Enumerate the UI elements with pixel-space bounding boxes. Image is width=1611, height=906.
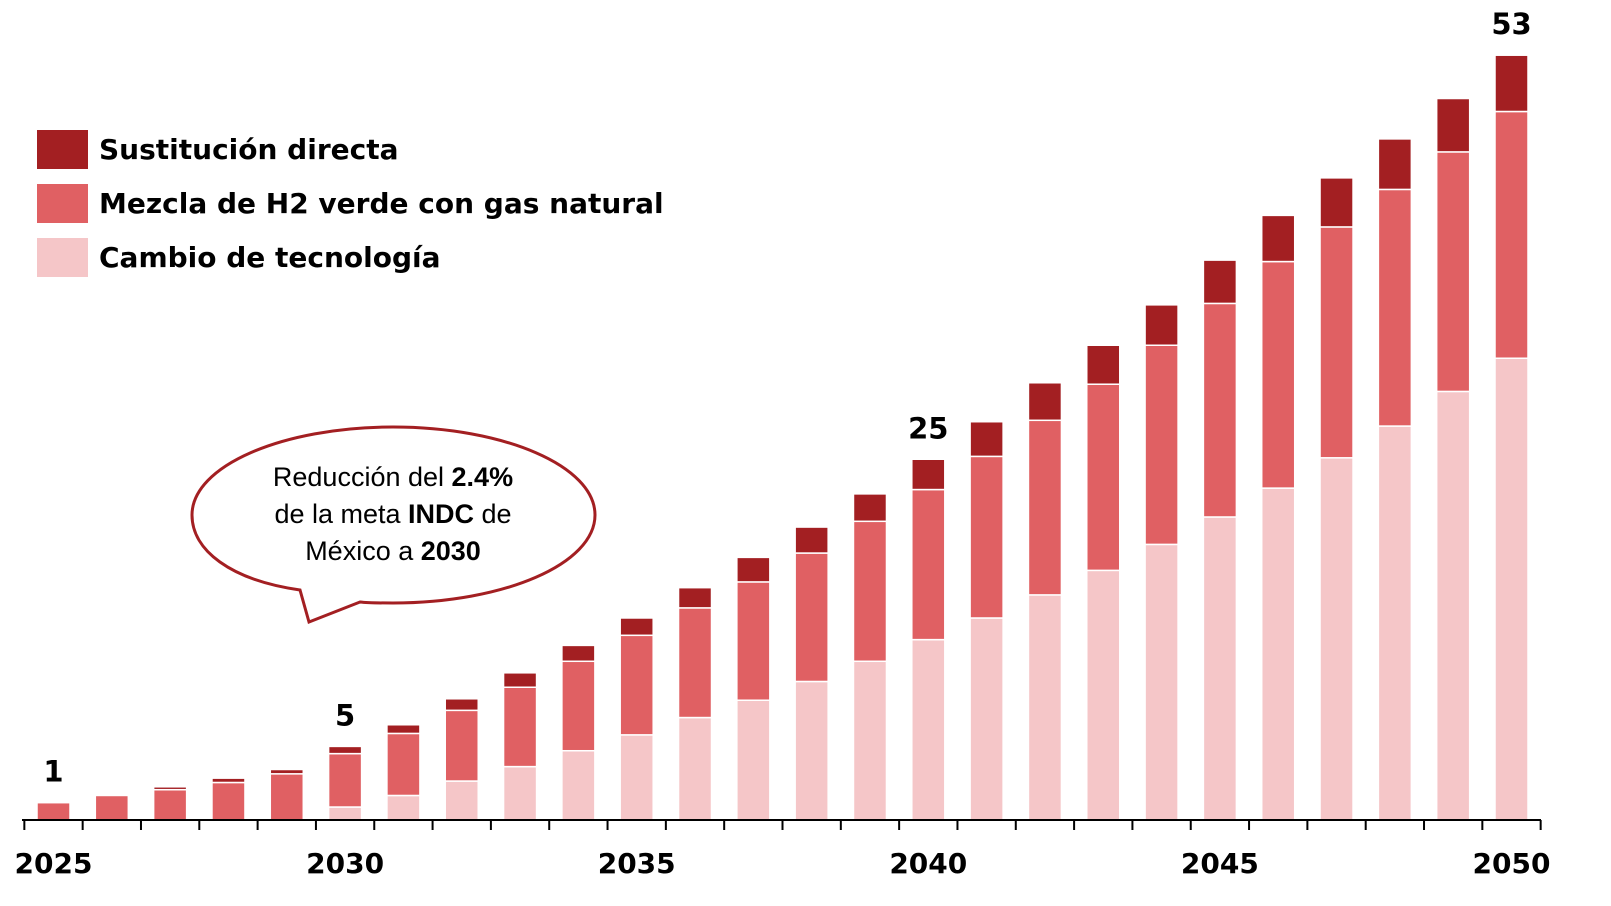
bar-segment xyxy=(152,786,188,791)
bar-segment xyxy=(502,686,538,768)
bar-segment xyxy=(1202,302,1238,518)
bar-segment xyxy=(911,638,946,821)
bar-segment xyxy=(1027,382,1063,422)
callout-part: México a xyxy=(305,536,421,566)
bar-segment xyxy=(561,644,596,663)
callout-text: México a 2030 xyxy=(305,536,481,566)
x-tick-label: 2050 xyxy=(1473,847,1551,880)
bar-segment xyxy=(794,552,829,683)
bar-segment xyxy=(1377,425,1413,821)
bar-segment xyxy=(969,617,1004,821)
bar-segment xyxy=(1086,383,1121,572)
x-tick-label: 2035 xyxy=(598,847,676,880)
bar-segment xyxy=(619,617,654,637)
bar-segment xyxy=(444,709,479,782)
bar-segment xyxy=(152,788,188,821)
total-label: 1 xyxy=(43,755,63,789)
bar-segment xyxy=(1086,569,1121,821)
bar-segment xyxy=(1144,304,1179,347)
bar-segment xyxy=(386,794,421,821)
bar-segment xyxy=(1027,594,1063,821)
bar-segment xyxy=(327,745,363,755)
bar-segment xyxy=(1435,151,1471,393)
x-tick-label: 2040 xyxy=(889,847,967,880)
x-tick-label: 2045 xyxy=(1181,847,1259,880)
x-tick-label: 2030 xyxy=(306,847,384,880)
callout-part: 2.4% xyxy=(452,462,514,492)
bar-segment xyxy=(911,458,946,491)
bar-segment xyxy=(852,493,888,523)
legend-label: Cambio de tecnología xyxy=(99,241,441,274)
bar-segment xyxy=(619,734,654,821)
bar-segment xyxy=(677,716,713,821)
callout-part: de xyxy=(474,499,512,529)
bar-segment xyxy=(211,777,246,784)
bar-segment xyxy=(94,794,130,821)
bar-segment xyxy=(1202,516,1238,821)
bar-segment xyxy=(1202,259,1238,305)
bar-segment xyxy=(1319,457,1354,821)
x-tick-label: 2025 xyxy=(15,847,93,880)
callout-part: de la meta xyxy=(274,499,408,529)
bar-segment xyxy=(1435,97,1471,153)
bar-segment xyxy=(677,586,713,609)
legend-swatch xyxy=(37,130,88,169)
bar-segment xyxy=(969,420,1004,458)
bar-segment xyxy=(1319,177,1354,228)
bar-segment xyxy=(736,556,771,583)
bar-segment xyxy=(1319,226,1354,459)
bar-segment xyxy=(1144,344,1179,546)
bar-segment xyxy=(1494,54,1529,113)
bar-segment xyxy=(269,768,305,775)
bar-segment xyxy=(36,801,71,821)
bar-segment xyxy=(852,520,888,663)
callout-part: INDC xyxy=(408,499,474,529)
bar-segment xyxy=(502,765,538,821)
bar-segment xyxy=(561,660,596,752)
bar-segment xyxy=(1027,419,1063,596)
bar-segment xyxy=(1260,214,1296,263)
bar-segment xyxy=(911,488,946,641)
bar-segment xyxy=(794,680,829,821)
legend-label: Sustitución directa xyxy=(99,133,399,166)
bar-segment xyxy=(327,752,363,808)
bar-segment xyxy=(386,732,421,797)
bar-segment xyxy=(386,724,421,735)
bar-segment xyxy=(1494,110,1529,359)
callout-part: 2030 xyxy=(421,536,481,566)
bar-segment xyxy=(852,660,888,821)
total-label: 25 xyxy=(908,411,948,445)
callout-text: de la meta INDC de xyxy=(274,499,511,529)
bar-segment xyxy=(444,780,479,821)
bar-segment xyxy=(327,806,363,821)
callout-text: Reducción del 2.4% xyxy=(273,462,513,492)
bar-segment xyxy=(561,749,596,821)
callout-part: Reducción del xyxy=(273,462,452,492)
total-label: 5 xyxy=(335,698,355,732)
bar-segment xyxy=(1144,543,1179,821)
bar-segment xyxy=(1086,344,1121,385)
bar-segment xyxy=(502,672,538,688)
bar-segment xyxy=(619,634,654,736)
legend-swatch xyxy=(37,184,88,223)
bar-segment xyxy=(211,781,246,821)
bar-segment xyxy=(1377,138,1413,191)
bar-segment xyxy=(269,773,305,821)
bar-segment xyxy=(1435,390,1471,821)
bar-segment xyxy=(969,455,1004,619)
bar-segment xyxy=(1260,260,1296,489)
bar-segment xyxy=(1377,188,1413,427)
bar-segment xyxy=(736,581,771,701)
bar-segment xyxy=(794,526,829,554)
total-label: 53 xyxy=(1491,7,1531,41)
bar-segment xyxy=(1260,487,1296,821)
legend-label: Mezcla de H2 verde con gas natural xyxy=(99,187,664,220)
bar-segment xyxy=(677,607,713,719)
callout-bubble xyxy=(190,425,597,625)
bar-segment xyxy=(1494,357,1529,821)
legend-swatch xyxy=(37,238,88,277)
bar-segment xyxy=(736,699,771,821)
bar-segment xyxy=(444,698,479,712)
